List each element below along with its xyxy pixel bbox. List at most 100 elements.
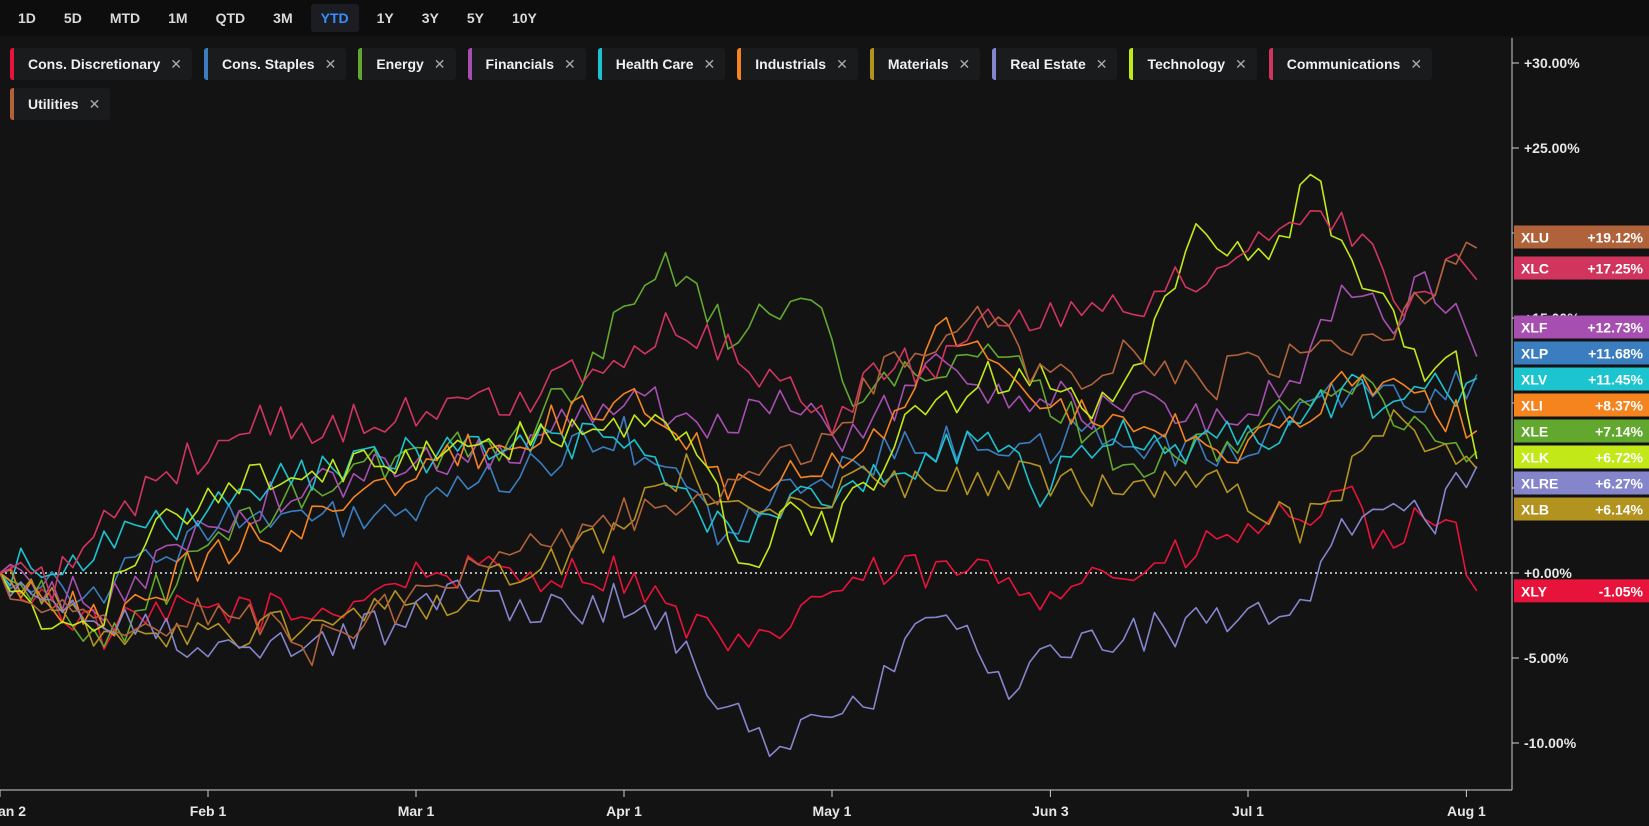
close-icon[interactable]: ✕ [564,55,576,72]
close-icon[interactable]: ✕ [703,55,716,72]
end-label-ticker: XLV [1521,372,1548,388]
range-button-1m[interactable]: 1M [168,10,188,26]
close-icon[interactable]: ✕ [836,55,848,72]
end-label-box [1514,419,1649,443]
range-button-10y[interactable]: 10Y [511,10,537,26]
close-icon[interactable]: ✕ [433,55,446,72]
end-label-box [1514,341,1649,365]
end-label-xlf: XLF +12.73% [1514,315,1649,339]
series-chips: Cons. Discretionary ✕ Cons. Staples ✕ Energy… [10,48,1510,120]
series-chip-xle[interactable]: Energy ✕ [358,48,456,80]
close-icon[interactable]: ✕ [88,95,101,112]
series-chip-label: Energy [376,56,424,72]
series-chip-label: Industrials [755,56,827,72]
close-icon[interactable]: ✕ [1410,55,1423,72]
x-tick-label: an 2 [0,803,26,819]
end-label-box [1514,315,1649,339]
end-label-ticker: XLRE [1521,476,1558,492]
end-label-value: +12.73% [1587,320,1643,336]
end-label-xlu: XLU +19.12% [1514,225,1649,249]
series-chip-xlp[interactable]: Cons. Staples ✕ [204,48,347,80]
x-tick-label: Aug 1 [1447,803,1486,819]
end-label-value: +11.68% [1588,346,1643,362]
end-label-ticker: XLY [1521,583,1548,599]
series-chip-xlc[interactable]: Communications ✕ [1268,48,1433,80]
series-chip-label: Real Estate [1010,56,1086,72]
range-button-3y[interactable]: 3Y [421,10,439,26]
range-button-5d[interactable]: 5D [63,10,82,26]
range-button-ytd[interactable]: YTD [310,4,359,32]
close-icon[interactable]: ✕ [1095,55,1108,72]
series-line-xlp [0,370,1478,606]
range-button-mtd[interactable]: MTD [109,10,141,26]
series-chip-label: Materials [887,56,949,72]
end-label-xlc: XLC +17.25% [1514,256,1649,280]
series-line-xlb [0,409,1478,649]
end-label-value: +6.14% [1595,502,1643,518]
end-label-ticker: XLP [1521,346,1548,362]
close-icon[interactable]: ✕ [958,55,971,72]
end-label-xlv: XLV +11.45% [1514,367,1649,391]
end-label-ticker: XLC [1521,261,1549,277]
end-label-xlk: XLK +6.72% [1514,445,1649,469]
range-button-3m[interactable]: 3M [273,10,293,26]
series-chip-xlk[interactable]: Technology ✕ [1129,48,1257,80]
series-chip-xlv[interactable]: Health Care ✕ [597,48,726,80]
series-line-xlf [0,271,1478,622]
series-line-xlre [0,466,1478,758]
end-label-xlre: XLRE +6.27% [1514,471,1649,495]
series-line-xlk [0,173,1478,632]
close-icon[interactable]: ✕ [1235,55,1247,72]
end-label-box [1514,393,1649,417]
series-chip-label: Cons. Discretionary [28,56,161,72]
series-line-xlu [0,241,1478,667]
x-tick-label: Feb 1 [190,803,227,819]
series-line-xlc [0,210,1478,602]
end-label-value: +11.45% [1588,372,1643,388]
end-label-box [1514,445,1649,469]
series-chip-label: Health Care [615,56,694,72]
y-tick-label: +0.00% [1524,565,1572,581]
end-label-xly: XLY -1.05% [1514,579,1649,603]
end-label-ticker: XLF [1521,320,1548,336]
end-label-value: +8.37% [1595,398,1643,414]
end-label-xlp: XLP +11.68% [1514,341,1649,365]
close-icon[interactable]: ✕ [324,55,337,72]
series-chip-xli[interactable]: Industrials ✕ [737,48,858,80]
x-tick-label: Jul 1 [1232,803,1264,819]
x-tick-label: Jun 3 [1032,803,1069,819]
y-tick-label: -10.00% [1524,735,1577,751]
x-tick-label: Mar 1 [398,803,435,819]
end-label-ticker: XLE [1521,424,1548,440]
series-line-xlv [0,372,1478,587]
end-label-box [1514,471,1649,495]
range-button-1d[interactable]: 1D [18,10,36,26]
end-label-ticker: XLI [1521,398,1543,414]
end-label-box [1514,225,1649,249]
series-chip-xlu[interactable]: Utilities ✕ [10,88,111,120]
series-chip-xlf[interactable]: Financials ✕ [467,48,586,80]
y-tick-label: +30.00% [1524,55,1580,71]
series-chip-xly[interactable]: Cons. Discretionary ✕ [10,48,192,80]
range-button-1y[interactable]: 1Y [376,10,394,26]
range-button-qtd[interactable]: QTD [215,10,246,26]
series-line-xli [0,316,1478,637]
end-label-ticker: XLB [1521,502,1549,518]
series-chip-xlre[interactable]: Real Estate ✕ [992,48,1118,80]
series-chip-label: Technology [1147,56,1225,72]
series-chip-xlb[interactable]: Materials ✕ [869,48,981,80]
end-label-box [1514,367,1649,391]
end-label-box [1514,579,1649,603]
x-tick-label: May 1 [813,803,852,819]
close-icon[interactable]: ✕ [170,55,182,72]
end-label-xle: XLE +7.14% [1514,419,1649,443]
range-button-5y[interactable]: 5Y [466,10,484,26]
end-label-value: +7.14% [1595,424,1643,440]
end-label-value: -1.05% [1599,583,1644,599]
series-chip-label: Utilities [28,96,79,112]
end-label-xli: XLI +8.37% [1514,393,1649,417]
end-label-ticker: XLK [1521,450,1549,466]
end-label-xlb: XLB +6.14% [1514,497,1649,521]
end-label-box [1514,256,1649,280]
end-label-value: +19.12% [1587,230,1643,246]
